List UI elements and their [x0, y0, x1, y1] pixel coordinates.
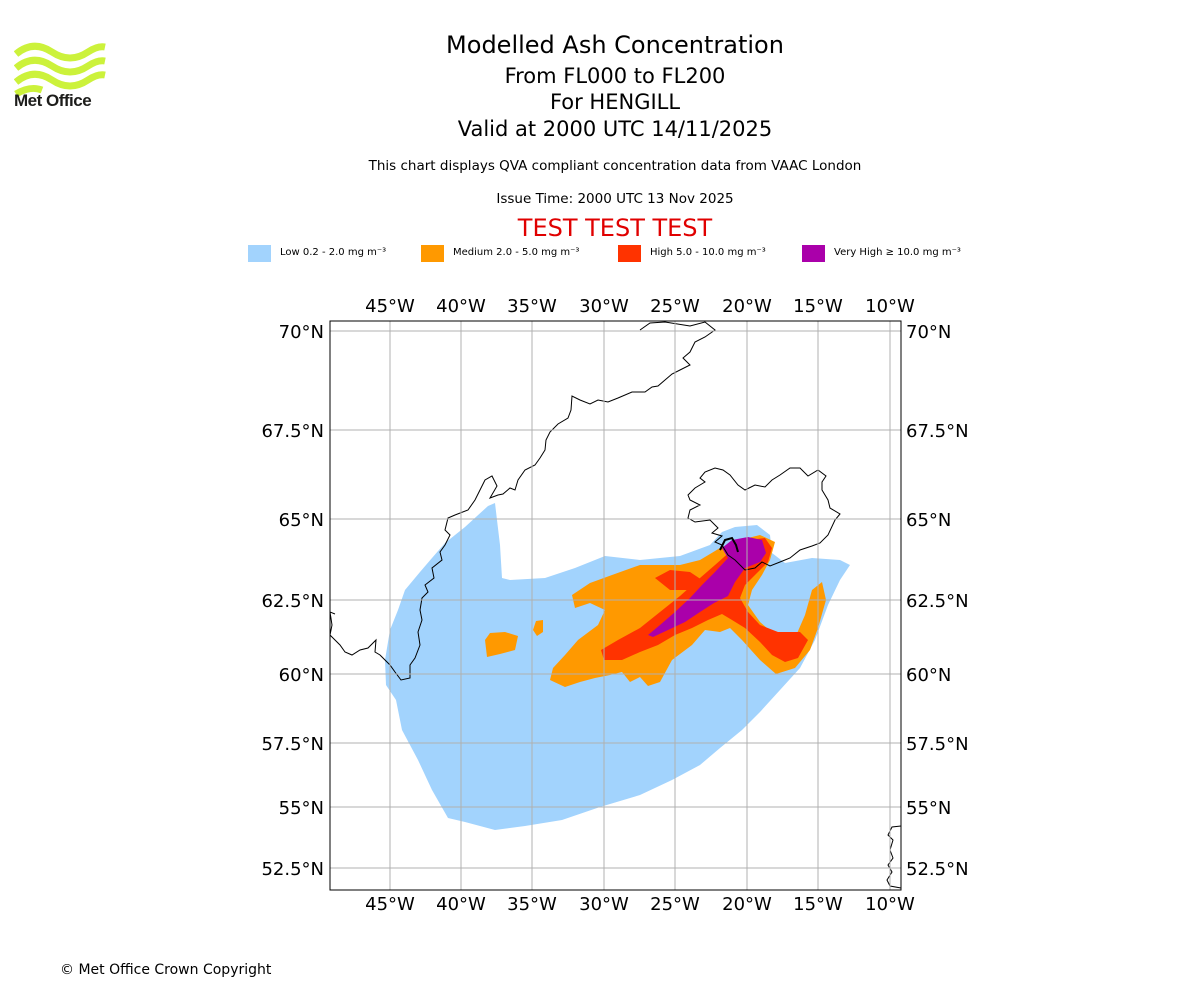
lon-labels: 45°W 40°W 35°W 30°W 25°W 20°W 15°W 10°W … — [365, 296, 915, 915]
met-office-logo — [14, 42, 106, 98]
lat-label-left: 70°N — [279, 322, 324, 343]
lon-label-bottom: 15°W — [793, 894, 843, 915]
legend-label-very-high: Very High ≥ 10.0 mg m⁻³ — [834, 247, 961, 258]
logo-wave — [14, 84, 44, 98]
lon-label-top: 15°W — [793, 296, 843, 317]
issue-time: Issue Time: 2000 UTC 13 Nov 2025 — [496, 191, 734, 207]
chart-title: Modelled Ash Concentration — [446, 31, 784, 59]
coastline-iceland — [687, 467, 841, 571]
lon-label-top: 40°W — [436, 296, 486, 317]
lat-label-left: 62.5°N — [261, 591, 324, 612]
gridlines — [330, 321, 901, 890]
lat-label-left: 52.5°N — [261, 859, 324, 880]
lat-label-right: 67.5°N — [906, 421, 969, 442]
lon-label-bottom: 35°W — [507, 894, 557, 915]
legend-swatch-low — [248, 245, 271, 262]
lon-label-bottom: 10°W — [865, 894, 915, 915]
lat-label-left: 60°N — [279, 665, 324, 686]
lon-label-top: 25°W — [650, 296, 700, 317]
lon-label-bottom: 25°W — [650, 894, 700, 915]
lat-label-right: 65°N — [906, 510, 951, 531]
logo-wave — [14, 56, 106, 76]
logo-wave — [14, 70, 106, 90]
lat-label-right: 52.5°N — [906, 859, 969, 880]
lon-label-bottom: 45°W — [365, 894, 415, 915]
copyright: © Met Office Crown Copyright — [60, 962, 272, 978]
lon-label-top: 20°W — [722, 296, 772, 317]
lat-label-left: 67.5°N — [261, 421, 324, 442]
test-banner: TEST TEST TEST — [517, 214, 713, 242]
coastline-greenland — [330, 321, 716, 681]
logo-waves — [14, 42, 106, 98]
lon-label-bottom: 30°W — [579, 894, 629, 915]
legend-swatch-high — [618, 245, 641, 262]
legend-swatch-very-high — [802, 245, 825, 262]
legend-swatch-medium — [421, 245, 444, 262]
legend-label-high: High 5.0 - 10.0 mg m⁻³ — [650, 247, 766, 258]
lat-label-left: 65°N — [279, 510, 324, 531]
coastline-reykjanes — [719, 536, 739, 553]
ash-zone-medium-west — [485, 632, 518, 657]
map-frame — [329, 320, 902, 891]
lon-label-top: 10°W — [865, 296, 915, 317]
lon-label-top: 30°W — [579, 296, 629, 317]
legend-label-low: Low 0.2 - 2.0 mg m⁻³ — [280, 247, 387, 258]
lat-label-left: 57.5°N — [261, 734, 324, 755]
lat-label-right: 55°N — [906, 798, 951, 819]
map-plot-area — [330, 321, 901, 890]
lat-label-left: 55°N — [279, 798, 324, 819]
logo-wordmark: Met Office — [14, 91, 92, 110]
lon-label-bottom: 40°W — [436, 894, 486, 915]
lon-label-top: 35°W — [507, 296, 557, 317]
ash-zone-medium-mid — [533, 620, 543, 636]
legend-label-medium: Medium 2.0 - 5.0 mg m⁻³ — [453, 247, 580, 258]
lon-label-bottom: 20°W — [722, 894, 772, 915]
ash-zone-high-north — [655, 570, 702, 590]
coastline-scotland — [886, 825, 901, 889]
lat-label-right: 70°N — [906, 322, 951, 343]
lat-labels: 70°N 67.5°N 65°N 62.5°N 60°N 57.5°N 55°N… — [261, 322, 968, 880]
volcano-name: For HENGILL — [549, 90, 681, 114]
lat-label-right: 57.5°N — [906, 734, 969, 755]
lat-label-right: 60°N — [906, 665, 951, 686]
lon-label-top: 45°W — [365, 296, 415, 317]
logo-wave — [14, 42, 106, 62]
flight-levels: From FL000 to FL200 — [504, 64, 726, 88]
coastlines — [330, 321, 901, 889]
lat-label-right: 62.5°N — [906, 591, 969, 612]
compliance-note: This chart displays QVA compliant concen… — [368, 158, 862, 174]
valid-time: Valid at 2000 UTC 14/11/2025 — [457, 117, 773, 141]
